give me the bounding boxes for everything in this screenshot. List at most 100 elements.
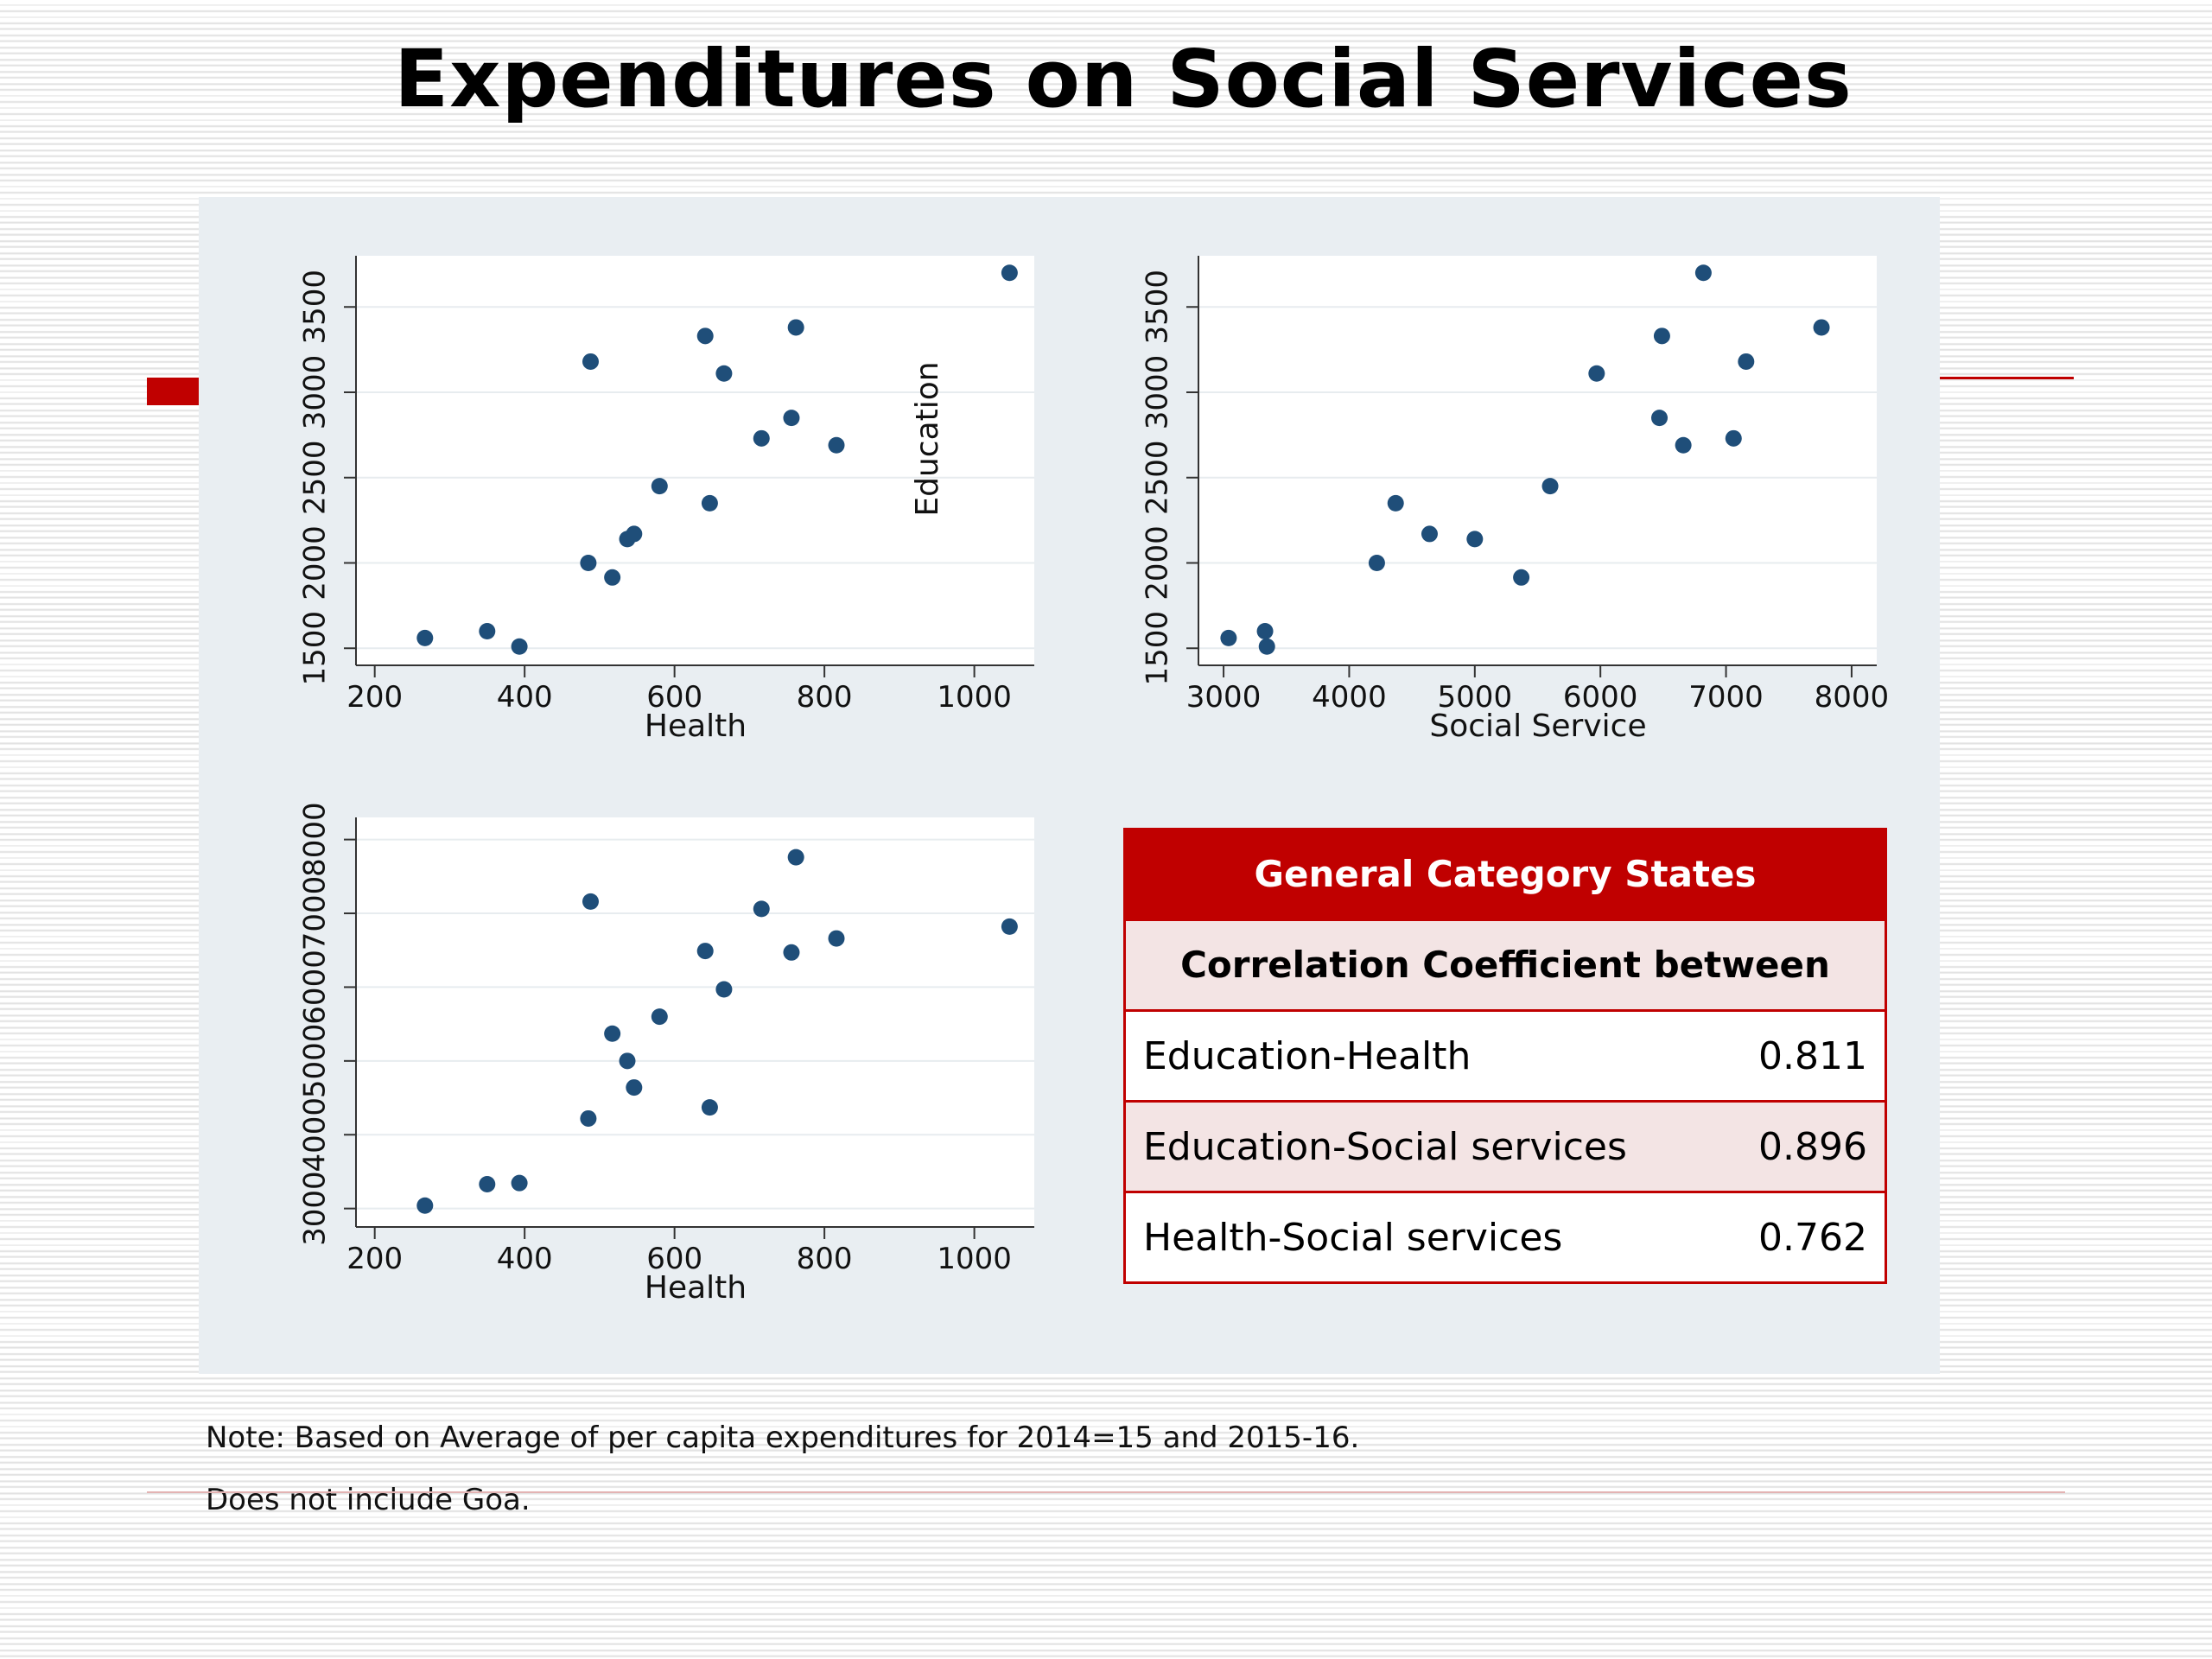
row-value: 0.811 bbox=[1758, 1033, 1867, 1078]
data-point bbox=[1220, 629, 1237, 646]
x-tick-label: 400 bbox=[497, 680, 553, 715]
x-tick-label: 600 bbox=[646, 680, 702, 715]
y-tick-label: 3500 bbox=[298, 270, 333, 345]
x-tick-label: 7000 bbox=[1688, 680, 1764, 715]
data-point bbox=[1675, 436, 1692, 454]
data-point bbox=[626, 1079, 643, 1096]
note-line-1: Note: Based on Average of per capita exp… bbox=[206, 1421, 1360, 1455]
accent-line-right bbox=[1940, 377, 2074, 379]
data-point bbox=[1588, 365, 1605, 382]
data-point bbox=[1738, 353, 1755, 370]
y-tick-label: 2500 bbox=[1141, 440, 1175, 515]
data-point bbox=[1256, 623, 1274, 639]
data-point bbox=[416, 629, 434, 646]
y-tick-label: 1500 bbox=[1141, 611, 1175, 686]
data-point bbox=[604, 569, 621, 586]
scatter-education-social-service: 1500 2000 2500 3000 3500 3000 4000 5000 6000 7000… bbox=[1141, 256, 1890, 744]
x-tick-label: 8000 bbox=[1815, 680, 1890, 715]
table-row: Health-Social services 0.762 bbox=[1126, 1191, 1885, 1281]
table-row: Education-Social services 0.896 bbox=[1126, 1100, 1885, 1191]
data-point bbox=[479, 1175, 496, 1192]
x-axis-label: Social Service bbox=[1429, 709, 1646, 744]
data-point bbox=[604, 1025, 621, 1042]
data-point bbox=[1813, 319, 1830, 336]
x-tick-label: 5000 bbox=[1438, 680, 1513, 715]
data-point bbox=[582, 893, 599, 910]
data-point bbox=[582, 353, 599, 370]
x-tick-label: 800 bbox=[797, 680, 853, 715]
data-point bbox=[701, 1099, 718, 1116]
data-point bbox=[479, 623, 496, 639]
x-tick-label: 1000 bbox=[937, 1242, 1012, 1276]
x-axis-label: Health bbox=[645, 1270, 747, 1306]
y-tick-label: 2000 bbox=[298, 525, 333, 601]
plot-area bbox=[356, 256, 1034, 665]
x-tick-label: 1000 bbox=[937, 680, 1012, 715]
data-point bbox=[1651, 410, 1669, 427]
y-tick-label: 4000 bbox=[298, 1097, 333, 1173]
data-point bbox=[753, 900, 770, 918]
data-point bbox=[1368, 555, 1385, 571]
table-header: General Category States bbox=[1126, 830, 1885, 918]
notes: Note: Based on Average of per capita exp… bbox=[206, 1407, 1359, 1531]
row-label: Education-Health bbox=[1143, 1033, 1471, 1078]
x-tick-label: 800 bbox=[797, 1242, 853, 1276]
data-point bbox=[1466, 531, 1484, 548]
data-point bbox=[580, 555, 597, 571]
note-line-2: Does not include Goa. bbox=[206, 1483, 531, 1517]
plot-area bbox=[1198, 256, 1877, 665]
y-tick-label: 3000 bbox=[298, 1171, 333, 1246]
data-point bbox=[696, 327, 714, 345]
table-row: Education-Health 0.811 bbox=[1126, 1009, 1885, 1100]
row-label: Health-Social services bbox=[1143, 1215, 1563, 1260]
y-tick-label: 5000 bbox=[298, 1024, 333, 1099]
data-point bbox=[1725, 429, 1742, 447]
data-point bbox=[787, 849, 804, 866]
scatter-education-health: 1500 2000 2500 3000 3500 200 400 600 800 1000 Heal… bbox=[298, 256, 1034, 744]
slide-title: Expenditures on Social Services bbox=[394, 33, 1853, 125]
x-tick-label: 4000 bbox=[1312, 680, 1387, 715]
y-tick-label: 8000 bbox=[298, 804, 333, 877]
x-axis-label: Health bbox=[645, 709, 747, 744]
plot-area bbox=[356, 817, 1034, 1227]
y-tick-label: 7000 bbox=[298, 876, 333, 951]
data-point bbox=[651, 478, 668, 495]
x-tick-label: 200 bbox=[346, 680, 403, 715]
data-point bbox=[1001, 918, 1018, 935]
y-tick-label: 6000 bbox=[298, 950, 333, 1025]
x-tick-label: 6000 bbox=[1563, 680, 1638, 715]
data-point bbox=[787, 319, 804, 336]
data-point bbox=[1001, 264, 1018, 282]
data-point bbox=[1694, 264, 1712, 282]
y-tick-label: 2000 bbox=[1141, 525, 1175, 601]
data-point bbox=[783, 410, 800, 427]
data-point bbox=[619, 1052, 636, 1070]
accent-bar bbox=[147, 378, 199, 405]
y-tick-label: 3000 bbox=[1141, 355, 1175, 430]
data-point bbox=[828, 930, 845, 947]
y-tick-label: 3500 bbox=[1141, 270, 1175, 345]
correlation-table: General Category States Correlation Coef… bbox=[1123, 828, 1887, 1284]
data-point bbox=[511, 1174, 528, 1192]
data-point bbox=[783, 944, 800, 961]
x-tick-label: 400 bbox=[497, 1242, 553, 1276]
row-label: Education-Social services bbox=[1143, 1124, 1627, 1169]
x-tick-label: 200 bbox=[346, 1242, 403, 1276]
y-tick-label: 3000 bbox=[298, 355, 333, 430]
data-point bbox=[701, 494, 718, 512]
data-point bbox=[715, 981, 733, 998]
table-subheader: Correlation Coefficient between bbox=[1126, 918, 1885, 1009]
data-point bbox=[1258, 638, 1275, 655]
data-point bbox=[753, 429, 770, 447]
y-tick-label: 2500 bbox=[298, 440, 333, 515]
data-point bbox=[1421, 525, 1438, 543]
x-tick-label: 600 bbox=[646, 1242, 702, 1276]
accent-line-bottom bbox=[147, 1491, 2065, 1493]
data-point bbox=[828, 436, 845, 454]
data-point bbox=[511, 638, 528, 655]
data-point bbox=[1513, 569, 1530, 586]
data-point bbox=[715, 365, 733, 382]
data-point bbox=[1541, 478, 1559, 495]
inner-axis-label: Education bbox=[910, 361, 945, 516]
